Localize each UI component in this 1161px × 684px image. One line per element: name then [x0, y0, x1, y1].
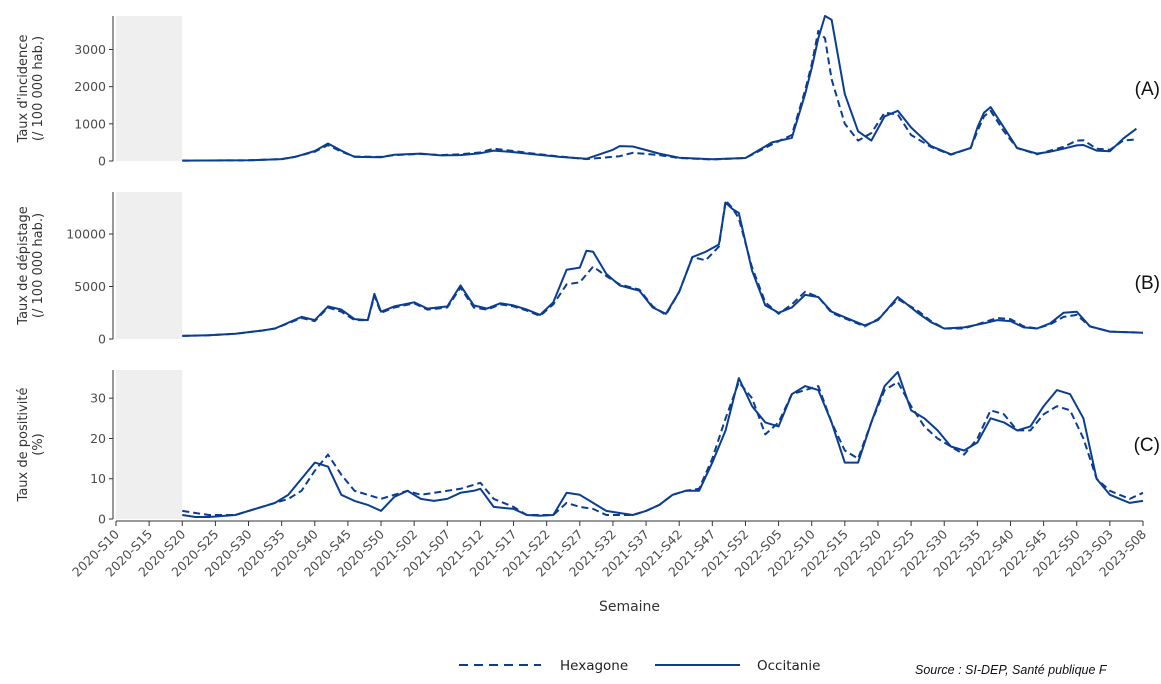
y-tick-label: 3000 [74, 42, 106, 57]
source-note: Source : SI-DEP, Santé publique F [915, 663, 1108, 677]
series-line-occitanie [182, 201, 1144, 337]
shaded-region [116, 370, 183, 519]
y-axis-title-line: (%) [31, 433, 46, 456]
series-line-hexagone [182, 29, 1137, 162]
x-axis-title: Semaine [599, 599, 660, 615]
legend-label: Hexagone [560, 658, 628, 674]
series-line-hexagone [182, 199, 1144, 337]
y-tick-label: 20 [90, 431, 106, 446]
y-tick-label: 0 [98, 512, 106, 527]
y-axis-title-line: Taux de positivité [16, 388, 31, 503]
y-axis-title: Taux de dépistage(/ 100 000 hab.) [16, 206, 46, 325]
y-tick-label: 0 [98, 332, 106, 347]
series-line-occitanie [182, 371, 1144, 518]
y-tick-label: 2000 [74, 79, 106, 94]
shaded-region [116, 16, 183, 161]
panel-label: (B) [1135, 273, 1160, 294]
y-tick-label: 0 [98, 154, 106, 169]
y-axis-title-line: Taux d'incidence [16, 35, 31, 144]
series-line-occitanie [182, 15, 1138, 162]
y-tick-label: 10000 [66, 227, 106, 242]
y-tick-label: 10 [90, 471, 106, 486]
y-tick-label: 1000 [74, 116, 106, 131]
panel-label: (C) [1134, 435, 1160, 456]
y-axis-title-line: Taux de dépistage [16, 206, 31, 325]
legend-label: Occitanie [757, 658, 820, 674]
y-axis-title: Taux d'incidence(/ 100 000 hab.) [16, 35, 46, 144]
y-axis-title-line: (/ 100 000 hab.) [31, 213, 46, 318]
shaded-region [116, 192, 183, 339]
y-axis-title: Taux de positivité(%) [16, 388, 46, 503]
series-line-hexagone [182, 381, 1144, 516]
y-tick-label: 30 [90, 391, 106, 406]
panel-label: (A) [1135, 79, 1160, 100]
y-axis-title-line: (/ 100 000 hab.) [31, 36, 46, 141]
y-tick-label: 5000 [74, 279, 106, 294]
